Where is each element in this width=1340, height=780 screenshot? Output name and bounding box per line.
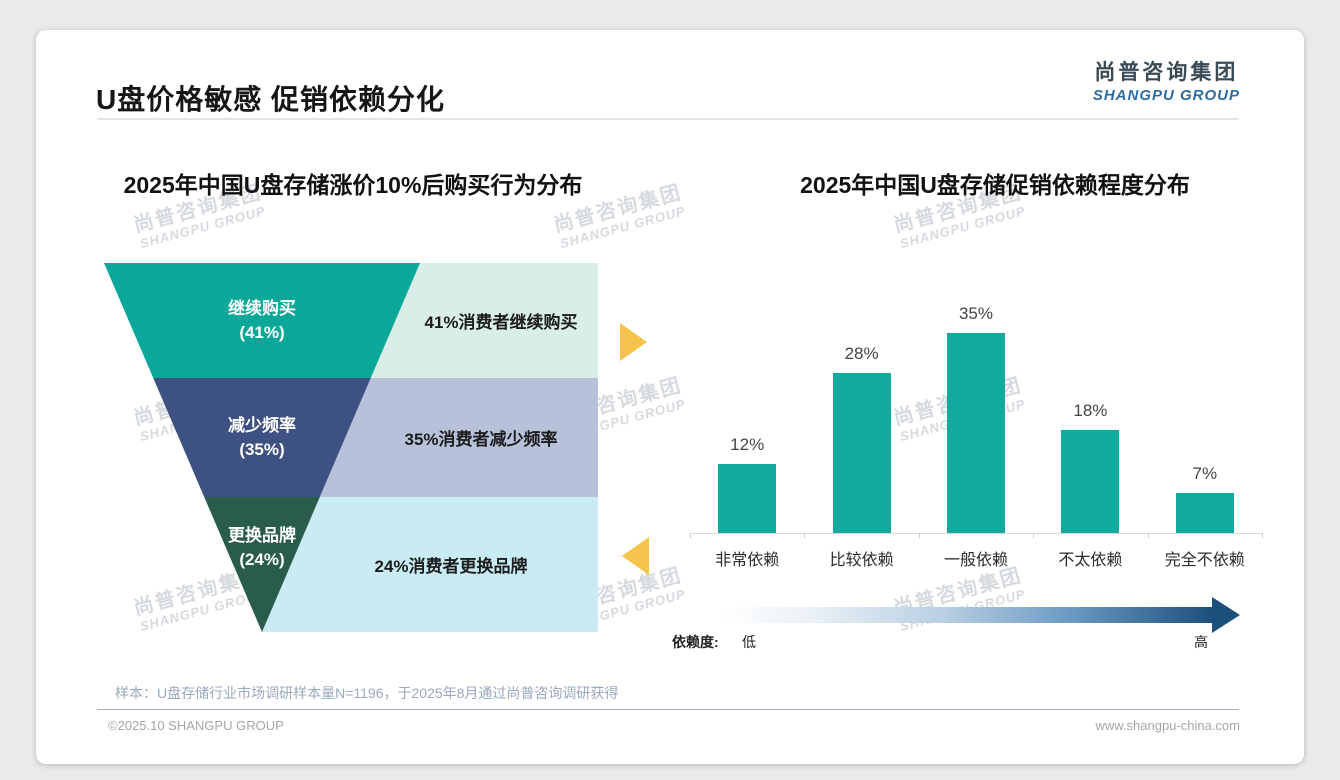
footer-divider — [97, 709, 1239, 710]
arrow-right-icon — [620, 323, 647, 361]
bar-category-label-3: 不太依赖 — [1058, 552, 1123, 569]
dependency-scale-label: 依赖度: — [672, 634, 719, 650]
bar-value-label-0: 12% — [730, 435, 765, 454]
bar-4 — [1175, 493, 1234, 533]
funnel-segment-2 — [204, 497, 320, 632]
watermark-line2: SHANGPU GROUP — [558, 203, 688, 252]
funnel-svg — [104, 263, 598, 632]
website-url: www.shangpu-china.com — [1095, 718, 1240, 733]
funnel-annotation-0: 41%消费者继续购买 — [424, 313, 578, 332]
funnel-panel-0 — [370, 263, 598, 378]
bar-value-label-1: 28% — [844, 344, 879, 363]
sample-footnote: 样本：U盘存储行业市场调研样本量N=1196，于2025年8月通过尚普咨询调研获… — [115, 685, 619, 701]
bar-value-label-4: 7% — [1192, 464, 1218, 483]
funnel-segment-0 — [104, 263, 420, 378]
funnel-chart: 继续购买 (41%) 41%消费者继续购买减少频率 (35%) 35%消费者减少频率更换… — [104, 263, 598, 632]
x-axis-tick — [918, 533, 920, 538]
funnel-chart-title: 2025年中国U盘存储涨价10%后购买行为分布 — [123, 172, 583, 198]
copyright-text: ©2025.10 SHANGPU GROUP — [108, 718, 284, 733]
funnel-segment-1 — [153, 378, 371, 497]
funnel-segment-value: (24%) — [239, 549, 285, 569]
x-axis-tick — [1033, 533, 1035, 538]
logo-english-text: SHANGPU GROUP — [1092, 87, 1240, 104]
funnel-segment-name: 减少频率 — [228, 415, 296, 435]
bar-0 — [718, 464, 777, 533]
funnel-segment-label-1: 减少频率 (35%) — [162, 378, 362, 497]
arrow-left-icon — [622, 537, 649, 575]
bar-chart-title: 2025年中国U盘存储促销依赖程度分布 — [800, 172, 1190, 198]
funnel-panel-1 — [319, 378, 598, 497]
company-logo: 尚普咨询集团 SHANGPU GROUP — [1093, 56, 1240, 104]
bar-1 — [832, 373, 891, 533]
dependency-gradient-arrow — [722, 607, 1212, 623]
dependency-low-label: 低 — [742, 634, 756, 650]
funnel-segment-name: 更换品牌 — [228, 525, 296, 545]
bar-category-label-1: 比较依赖 — [829, 552, 894, 569]
x-axis-tick — [1262, 533, 1263, 538]
bar-category-label-2: 一般依赖 — [943, 552, 1008, 569]
funnel-annotation-2: 24%消费者更换品牌 — [374, 557, 528, 576]
bar-3 — [1061, 430, 1120, 533]
funnel-segment-value: (35%) — [239, 439, 285, 459]
bar-value-label-2: 35% — [958, 304, 993, 323]
funnel-segment-value: (41%) — [239, 322, 285, 342]
watermark-line2: SHANGPU GROUP — [138, 203, 268, 252]
funnel-segment-name: 继续购买 — [228, 298, 296, 318]
dependency-high-label: 高 — [1194, 634, 1208, 650]
slide-card: 尚普咨询集团 SHANGPU GROUP 尚普咨询集团 SHANGPU GROUP 尚普… — [36, 30, 1304, 764]
x-axis-tick — [690, 533, 691, 538]
bar-category-label-4: 完全不依赖 — [1164, 552, 1245, 569]
x-axis-tick — [804, 533, 806, 538]
bar-2 — [947, 333, 1005, 533]
funnel-annotation-1: 35%消费者减少频率 — [404, 430, 558, 449]
bar-value-label-3: 18% — [1073, 401, 1108, 420]
watermark-line2: SHANGPU GROUP — [898, 203, 1028, 252]
x-axis-line — [690, 533, 1262, 534]
bar-category-label-0: 非常依赖 — [715, 552, 780, 569]
funnel-segment-label-0: 继续购买 (41%) — [162, 263, 362, 378]
funnel-segment-label-2: 更换品牌 (24%) — [162, 497, 362, 632]
logo-chinese-text: 尚普咨询集团 — [1094, 61, 1239, 84]
dependency-arrowhead-icon — [1212, 597, 1240, 633]
title-divider — [97, 118, 1239, 120]
page-title: U盘价格敏感 促销依赖分化 — [96, 84, 446, 115]
funnel-panel-2 — [262, 497, 598, 632]
x-axis-tick — [1147, 533, 1149, 538]
